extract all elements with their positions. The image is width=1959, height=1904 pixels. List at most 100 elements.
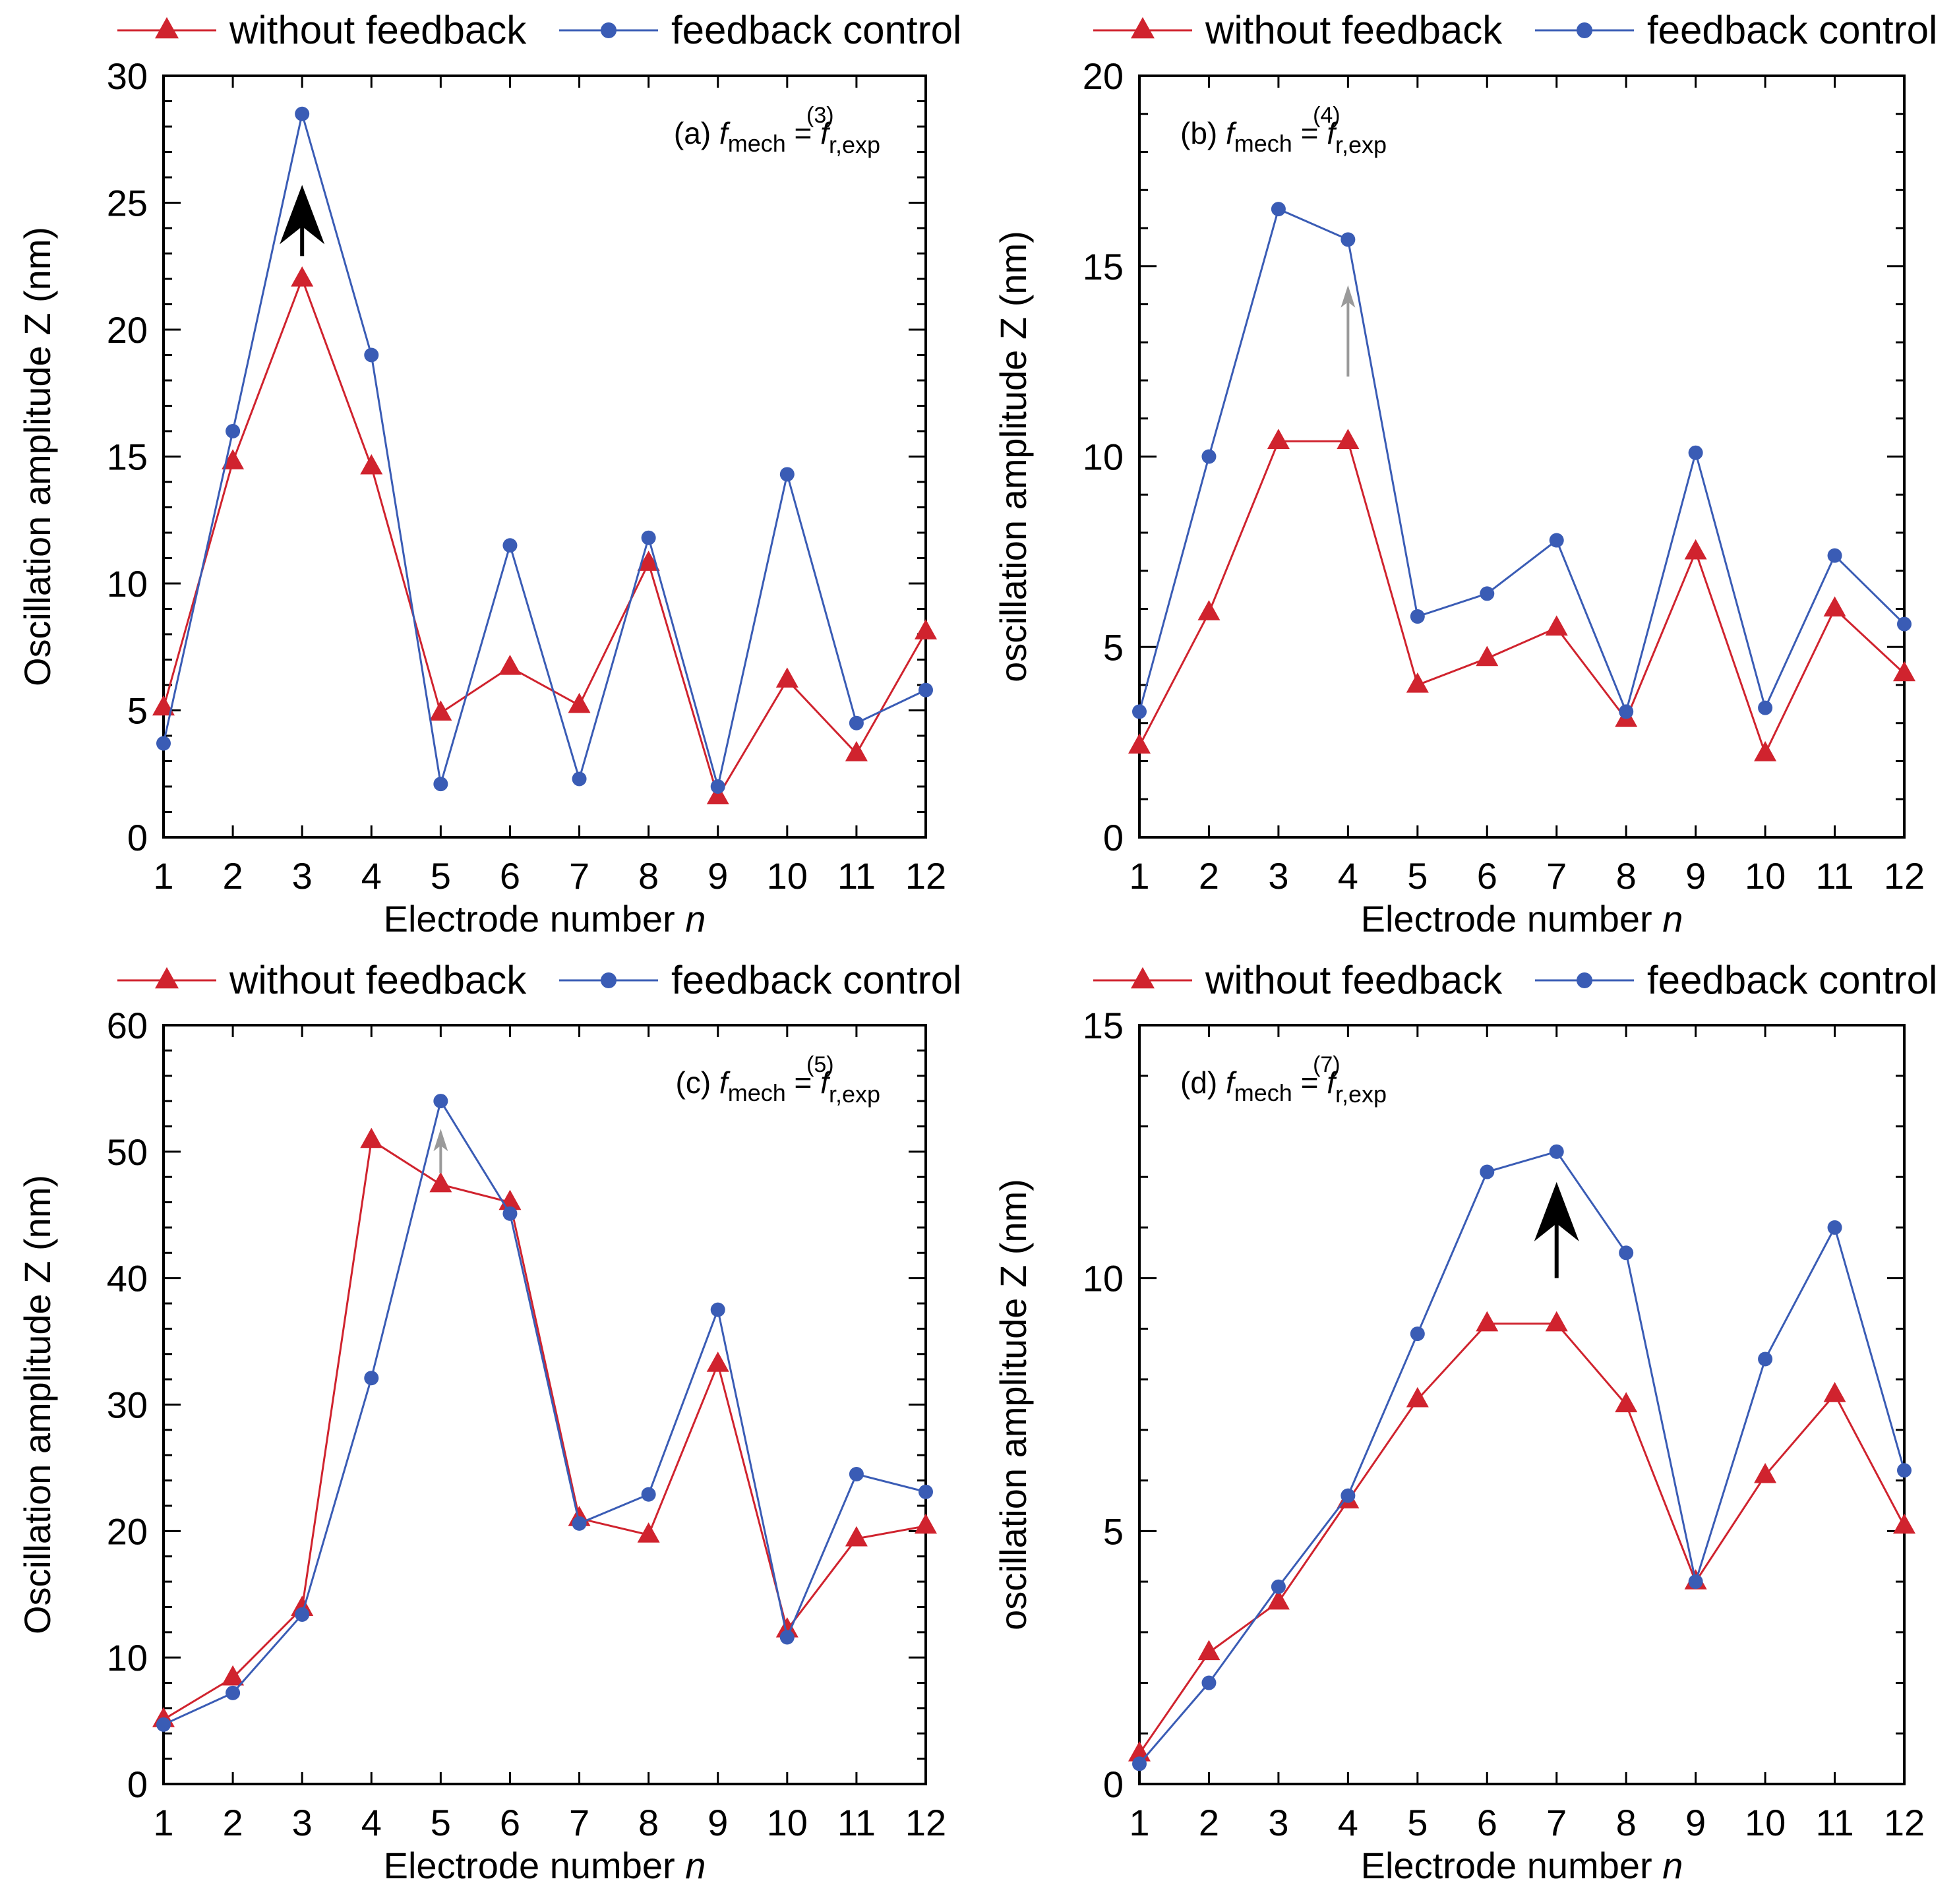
data-point-feedback-control — [1619, 1245, 1634, 1261]
x-axis-label: Electrode number n — [384, 1845, 706, 1886]
data-point-without-feedback — [1823, 1382, 1846, 1402]
series-line-feedback-control — [163, 1098, 926, 1726]
y-tick-label: 5 — [127, 690, 148, 732]
data-point-without-feedback — [1267, 1589, 1290, 1610]
x-tick-label: 10 — [767, 1802, 808, 1843]
x-tick-label: 12 — [1884, 1802, 1925, 1843]
data-point-feedback-control — [849, 1467, 864, 1482]
y-tick-label: 15 — [107, 436, 148, 478]
data-point-feedback-control — [502, 1206, 518, 1221]
arrow-head — [280, 185, 325, 245]
data-point-without-feedback — [1684, 539, 1707, 560]
annotation-prefix: (a) — [674, 116, 719, 150]
annotation-sub: r,exp — [829, 131, 880, 158]
highlight-arrow — [433, 1129, 448, 1174]
data-point-feedback-control — [1132, 704, 1147, 719]
annotation-eq: = — [1292, 116, 1327, 150]
y-tick-label: 20 — [107, 309, 148, 351]
data-point-without-feedback — [775, 1617, 799, 1638]
series-line-feedback-control — [1138, 1150, 1906, 1765]
series-line-feedback-control — [162, 113, 926, 787]
x-axis-label: Electrode number n — [1361, 898, 1683, 939]
data-point-without-feedback — [360, 1127, 383, 1148]
legend-marker-without — [1131, 16, 1155, 39]
data-point-feedback-control — [1341, 232, 1356, 247]
x-tick-label: 9 — [708, 1802, 728, 1843]
data-point-feedback-control — [1758, 1352, 1773, 1367]
x-tick-label: 1 — [1129, 1802, 1149, 1843]
data-point-feedback-control — [1897, 616, 1912, 632]
x-tick-label: 7 — [1546, 855, 1567, 897]
x-tick-label: 1 — [153, 855, 173, 897]
x-tick-label: 4 — [1338, 1802, 1358, 1843]
data-point-feedback-control — [1549, 1144, 1564, 1159]
annotation-fr: f — [1327, 116, 1338, 150]
x-tick-label: 2 — [1199, 1802, 1219, 1843]
y-tick-label: 40 — [107, 1258, 148, 1299]
y-axis-label: oscillation amplitude Z (nm) — [992, 231, 1034, 682]
data-point-feedback-control — [1480, 1164, 1495, 1179]
annotation-sub: r,exp — [1335, 131, 1387, 158]
data-point-feedback-control — [1897, 1463, 1912, 1478]
data-point-feedback-control — [502, 538, 518, 553]
x-tick-label: 9 — [1685, 1802, 1706, 1843]
annotation-mech: mech — [728, 130, 786, 157]
x-tick-label: 4 — [361, 855, 382, 897]
plot-frame — [1138, 74, 1906, 839]
data-point-feedback-control — [641, 1487, 656, 1502]
data-point-without-feedback — [429, 1172, 452, 1193]
data-point-feedback-control — [1827, 1220, 1842, 1235]
data-point-without-feedback — [706, 1352, 729, 1372]
data-point-without-feedback — [915, 1513, 937, 1534]
data-point-feedback-control — [641, 530, 656, 545]
y-tick-label: 5 — [1103, 1510, 1124, 1552]
x-axis-label-var: n — [685, 1845, 706, 1886]
annotation-prefix: (c) — [676, 1065, 719, 1100]
series-line-without-feedback — [1138, 1323, 1906, 1754]
data-point-feedback-control — [1271, 1579, 1286, 1594]
x-tick-label: 4 — [361, 1802, 382, 1843]
data-point-without-feedback — [1406, 1386, 1429, 1408]
annotation-eq: = — [1292, 1065, 1327, 1100]
legend-panel-a: without feedback feedback control — [117, 8, 961, 52]
data-point-feedback-control — [1549, 533, 1564, 548]
x-tick-label: 6 — [1477, 1802, 1497, 1843]
x-tick-label: 11 — [1815, 855, 1854, 897]
data-point-without-feedback — [706, 784, 729, 805]
annotation-fr: f — [1327, 1065, 1338, 1100]
annotation-f: f — [1226, 1065, 1237, 1100]
x-axis-label-var: n — [1662, 898, 1683, 939]
annotation-fr: f — [820, 116, 831, 150]
data-point-without-feedback — [1823, 596, 1846, 617]
y-tick-label: 10 — [1083, 436, 1124, 478]
data-point-feedback-control — [710, 779, 725, 794]
y-tick-label: 25 — [107, 183, 148, 224]
y-tick-label: 50 — [107, 1131, 148, 1173]
x-tick-label: 6 — [500, 855, 520, 897]
annotation-prefix: (b) — [1180, 116, 1226, 150]
x-axis-label-var: n — [685, 898, 706, 939]
data-point-without-feedback — [1476, 645, 1499, 667]
legend-marker-feedback — [1577, 972, 1592, 988]
legend-label-without: without feedback — [229, 958, 527, 1002]
legend-label-without: without feedback — [1205, 8, 1503, 52]
x-axis-label: Electrode number n — [1361, 1845, 1683, 1886]
data-point-feedback-control — [572, 1516, 587, 1531]
data-point-feedback-control — [919, 1484, 933, 1499]
data-point-without-feedback — [568, 692, 591, 713]
x-axis-label-text: Electrode number — [1361, 1845, 1663, 1886]
data-point-feedback-control — [1132, 1756, 1147, 1771]
data-point-feedback-control — [364, 347, 379, 363]
data-point-without-feedback — [360, 454, 383, 475]
arrow-head — [433, 1129, 448, 1152]
data-point-feedback-control — [710, 1302, 725, 1317]
data-point-without-feedback — [1615, 1392, 1638, 1413]
annotation-mech: mech — [1234, 130, 1292, 157]
annotation-mech: mech — [1234, 1079, 1292, 1106]
data-point-without-feedback — [915, 619, 937, 640]
x-tick-label: 3 — [1268, 855, 1288, 897]
highlight-arrow — [1534, 1181, 1579, 1278]
data-point-feedback-control — [1688, 1574, 1703, 1590]
